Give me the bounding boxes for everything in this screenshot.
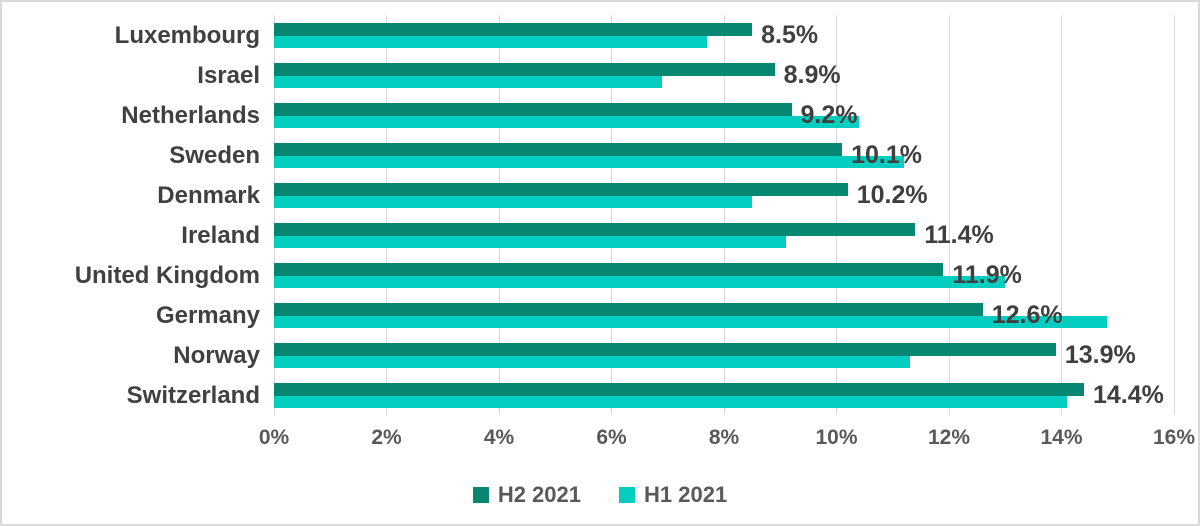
gridline bbox=[948, 15, 950, 415]
bar-h2-2021-sweden bbox=[274, 143, 843, 156]
legend-swatch-h2-2021 bbox=[472, 487, 489, 503]
x-axis-tick-label: 8% bbox=[708, 426, 740, 449]
category-label: Israel bbox=[197, 62, 260, 89]
bar-h2-2021-switzerland bbox=[274, 383, 1084, 396]
legend-label: H2 2021 bbox=[497, 482, 581, 507]
category-label: Netherlands bbox=[121, 102, 260, 129]
bar-h1-2021-sweden bbox=[274, 156, 904, 168]
category-label: Switzerland bbox=[126, 382, 260, 409]
bar-h2-2021-luxembourg bbox=[274, 23, 753, 36]
bar-h2-2021-denmark bbox=[274, 183, 848, 196]
bar-h1-2021-netherlands bbox=[274, 116, 859, 128]
bar-h2-2021-united-kingdom bbox=[274, 263, 944, 276]
bar-h1-2021-united-kingdom bbox=[274, 276, 1006, 288]
data-label: 14.4% bbox=[1093, 381, 1164, 409]
x-axis-tick-label: 14% bbox=[1040, 426, 1083, 449]
legend-swatch-h1-2021 bbox=[619, 487, 635, 503]
bar-h2-2021-germany bbox=[274, 303, 983, 316]
bar-h2-2021-israel bbox=[274, 63, 775, 76]
bar-h1-2021-switzerland bbox=[274, 396, 1068, 408]
plot-area bbox=[273, 15, 1175, 415]
bar-h1-2021-israel bbox=[274, 76, 663, 88]
bar-h2-2021-ireland bbox=[274, 223, 916, 236]
x-axis-tick-label: 12% bbox=[927, 426, 971, 449]
gridline bbox=[386, 15, 387, 415]
category-label: United Kingdom bbox=[74, 262, 260, 289]
data-label: 9.2% bbox=[800, 101, 858, 129]
data-label: 8.9% bbox=[783, 61, 841, 89]
data-label: 11.4% bbox=[924, 221, 994, 249]
gridline bbox=[1173, 15, 1175, 415]
data-label: 8.5% bbox=[761, 21, 819, 49]
gridline bbox=[498, 15, 500, 415]
gridline bbox=[273, 15, 275, 415]
data-label: 13.9% bbox=[1064, 341, 1136, 369]
gridline bbox=[836, 15, 837, 415]
x-axis-tick-label: 10% bbox=[815, 426, 858, 449]
bar-h1-2021-norway bbox=[274, 356, 910, 368]
data-label: 10.1% bbox=[851, 141, 923, 169]
x-axis-tick-label: 6% bbox=[596, 426, 627, 449]
gridline bbox=[1061, 15, 1062, 415]
bar-h1-2021-denmark bbox=[274, 196, 753, 208]
legend-item-h2-2021: H2 2021 bbox=[472, 482, 581, 507]
bar-h2-2021-netherlands bbox=[274, 103, 792, 116]
legend-item-h1-2021: H1 2021 bbox=[619, 483, 727, 507]
bar-h1-2021-luxembourg bbox=[274, 36, 708, 48]
gridline bbox=[723, 15, 725, 415]
category-label: Ireland bbox=[181, 222, 260, 249]
x-axis-tick-label: 2% bbox=[371, 426, 402, 449]
x-axis-tick-label: 16% bbox=[1152, 426, 1196, 449]
data-label: 10.2% bbox=[856, 181, 928, 209]
category-label: Sweden bbox=[169, 142, 260, 169]
bar-h2-2021-norway bbox=[274, 343, 1056, 356]
category-label: Norway bbox=[173, 342, 260, 369]
x-axis-tick-label: 0% bbox=[258, 426, 290, 449]
legend: H2 2021 H1 2021 bbox=[2, 480, 1198, 510]
bar-h1-2021-germany bbox=[274, 316, 1107, 328]
category-label: Germany bbox=[155, 302, 260, 329]
data-label: 12.6% bbox=[991, 301, 1063, 329]
gridline bbox=[611, 15, 612, 415]
category-label: Luxembourg bbox=[114, 22, 260, 49]
category-label: Denmark bbox=[157, 182, 260, 209]
data-label: 11.9% bbox=[952, 261, 1022, 289]
x-axis-tick-label: 4% bbox=[483, 426, 515, 449]
bar-h1-2021-ireland bbox=[274, 236, 786, 248]
legend-label: H1 2021 bbox=[644, 482, 728, 507]
